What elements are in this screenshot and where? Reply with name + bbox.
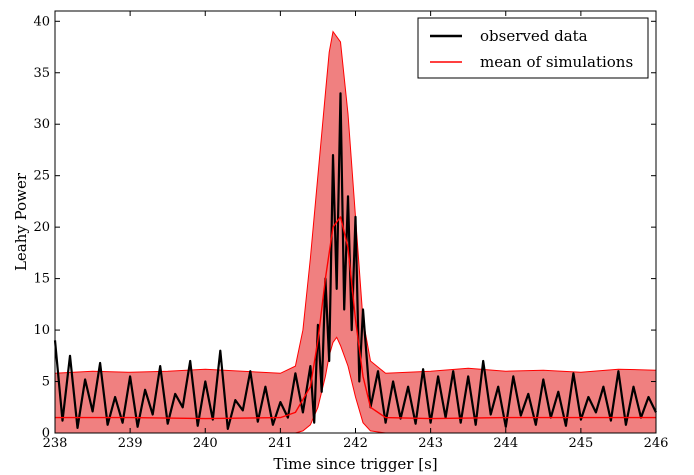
y-tick-label: 0	[42, 426, 50, 441]
axis-ticks-layer: 238 239 240 241 242 243 244 245 246 0 5 10 15 20 25 30 3…	[33, 11, 668, 451]
simulation-band-upper-edge	[54, 30, 657, 374]
y-tick-label: 20	[33, 220, 50, 235]
y-axis-label: Leahy Power	[12, 172, 30, 271]
x-tick-label: 246	[644, 436, 669, 451]
legend: observed data mean of simulations	[417, 17, 649, 79]
x-tick-label: 243	[418, 436, 443, 451]
series-line-observed	[53, 92, 657, 430]
y-tick-label: 5	[42, 375, 50, 390]
x-tick-label: 245	[568, 436, 593, 451]
legend-box	[417, 17, 649, 79]
y-tick-label: 25	[33, 169, 50, 184]
x-tick-label: 244	[493, 436, 518, 451]
y-tick-label: 15	[33, 272, 50, 287]
series-lines-layer	[53, 92, 657, 430]
y-tick-label: 40	[33, 14, 50, 29]
y-tick-label: 30	[33, 117, 50, 132]
y-tick-label: 10	[33, 323, 50, 338]
x-tick-label: 241	[268, 436, 293, 451]
x-axis-label: Time since trigger [s]	[273, 455, 437, 473]
y-tick-label: 35	[33, 66, 50, 81]
x-tick-label: 239	[118, 436, 143, 451]
series-line-simulations	[55, 216, 656, 420]
legend-label-observed: observed data	[480, 27, 588, 45]
legend-label-simulations: mean of simulations	[480, 53, 633, 71]
x-tick-label: 240	[193, 436, 218, 451]
x-tick-label: 238	[43, 436, 68, 451]
x-tick-label: 242	[343, 436, 368, 451]
